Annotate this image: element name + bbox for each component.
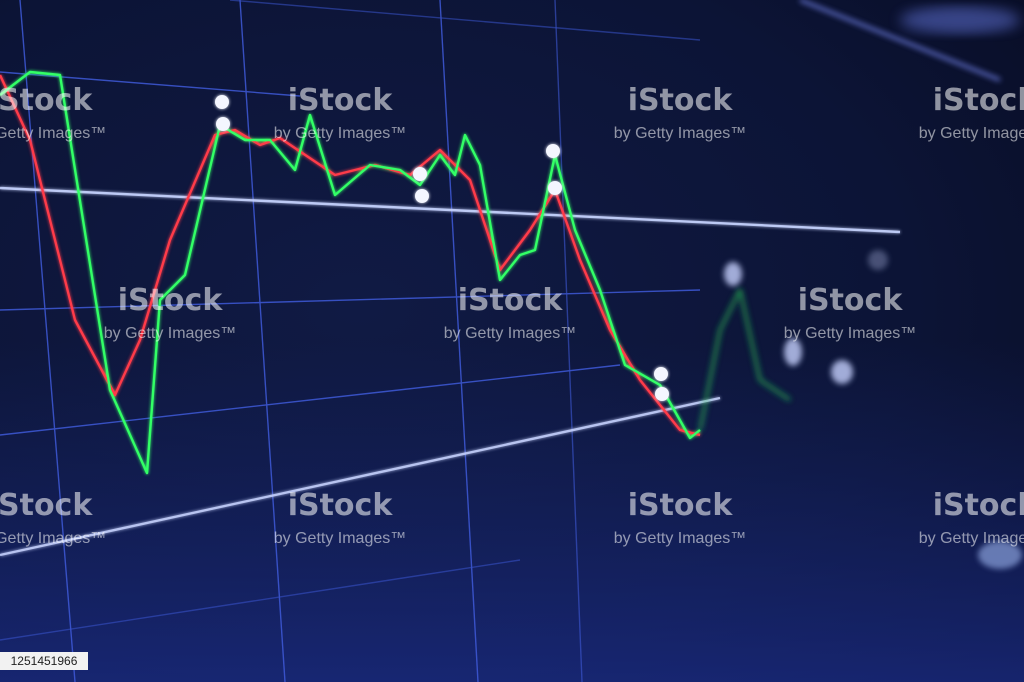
- watermarks: iStock by Getty Images™ iStock by Getty Ima…: [0, 83, 1024, 547]
- bokeh-points: [724, 6, 1022, 569]
- watermark-credit: by Getty Images™: [104, 325, 237, 342]
- watermark-credit: by Getty Images™: [614, 125, 747, 142]
- image-id: 1251451966: [11, 654, 78, 668]
- watermark-credit: by Getty Images™: [614, 530, 747, 547]
- watermark-brand: iStock: [628, 488, 734, 523]
- watermark-brand: iStock: [798, 283, 904, 318]
- watermark-credit: by Getty Images™: [0, 125, 106, 142]
- bright-grid: [0, 186, 901, 557]
- watermark-credit: by Getty Images™: [784, 325, 917, 342]
- watermark-brand: iStock: [0, 488, 93, 523]
- watermark-credit: by Getty Images™: [274, 530, 407, 547]
- watermark-brand: iStock: [118, 283, 224, 318]
- watermark-credit: by Getty Images™: [444, 325, 577, 342]
- watermark-brand: iStock: [628, 83, 734, 118]
- watermark-credit: by Getty Images™: [274, 125, 407, 142]
- watermark-brand: iStock: [288, 488, 394, 523]
- watermark-credit: by Getty Images™: [919, 125, 1024, 142]
- watermark-brand: iStock: [288, 83, 394, 118]
- data-points: [215, 95, 669, 401]
- id-badge: [0, 652, 88, 670]
- watermark-credit: by Getty Images™: [919, 530, 1024, 547]
- watermark-brand: iStock: [933, 83, 1024, 118]
- grid: [0, 0, 1001, 682]
- watermark-brand: iStock: [0, 83, 93, 118]
- watermark-credit: by Getty Images™: [0, 530, 106, 547]
- watermark-brand: iStock: [933, 488, 1024, 523]
- chart-lines: [0, 70, 791, 475]
- watermark-brand: iStock: [458, 283, 564, 318]
